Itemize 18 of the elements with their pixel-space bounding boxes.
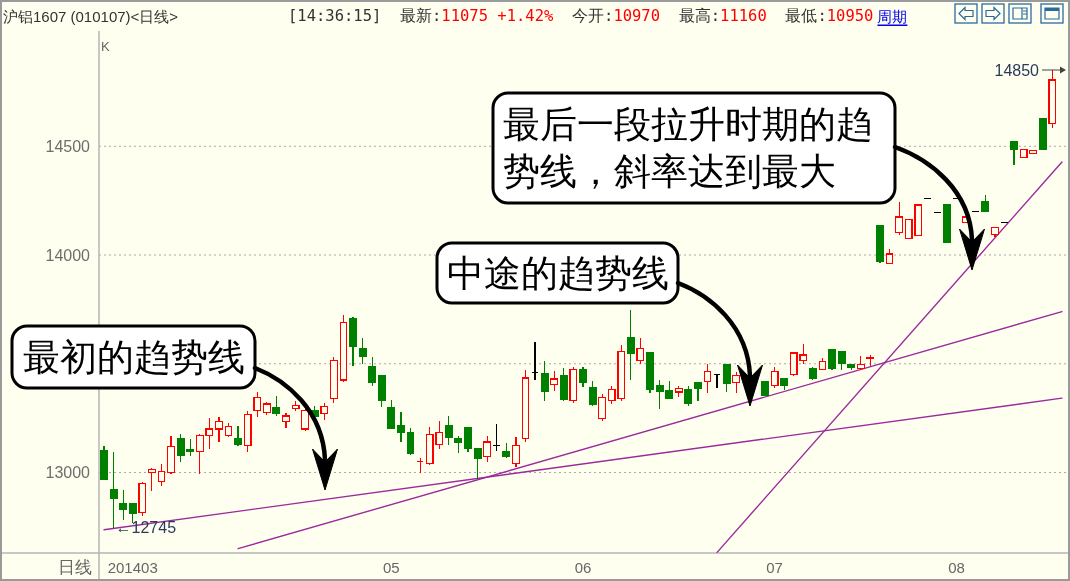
x-tick-label: 08 (948, 558, 965, 576)
annotation: K (101, 38, 110, 54)
chart-title: 沪铝1607 (010107)<日线> (3, 7, 179, 25)
y-tick-label: 14000 (45, 246, 91, 264)
annotation: 中途的趋势线 (446, 252, 669, 294)
x-tick-label: 201403 (107, 558, 158, 576)
annotation: 最初的趋势线 (22, 336, 245, 378)
text: 周期 (877, 7, 908, 25)
annotation: ←12745 (115, 519, 177, 537)
y-tick-label: 13000 (45, 464, 91, 482)
annotation: 最后一段拉升时期的趋势线，斜率达到最大 (503, 104, 873, 192)
y-tick-label: 14500 (45, 137, 91, 155)
x-axis-title: 日线 (58, 557, 92, 577)
text: [14:36:15] 最新:11075 +1.42% 今开:10970 最高:11160 最低:10950 (288, 7, 874, 25)
x-tick-label: 06 (574, 558, 592, 576)
x-tick-label: 07 (766, 558, 783, 576)
annotation: 14850 (994, 61, 1040, 79)
x-tick-label: 05 (383, 558, 400, 576)
